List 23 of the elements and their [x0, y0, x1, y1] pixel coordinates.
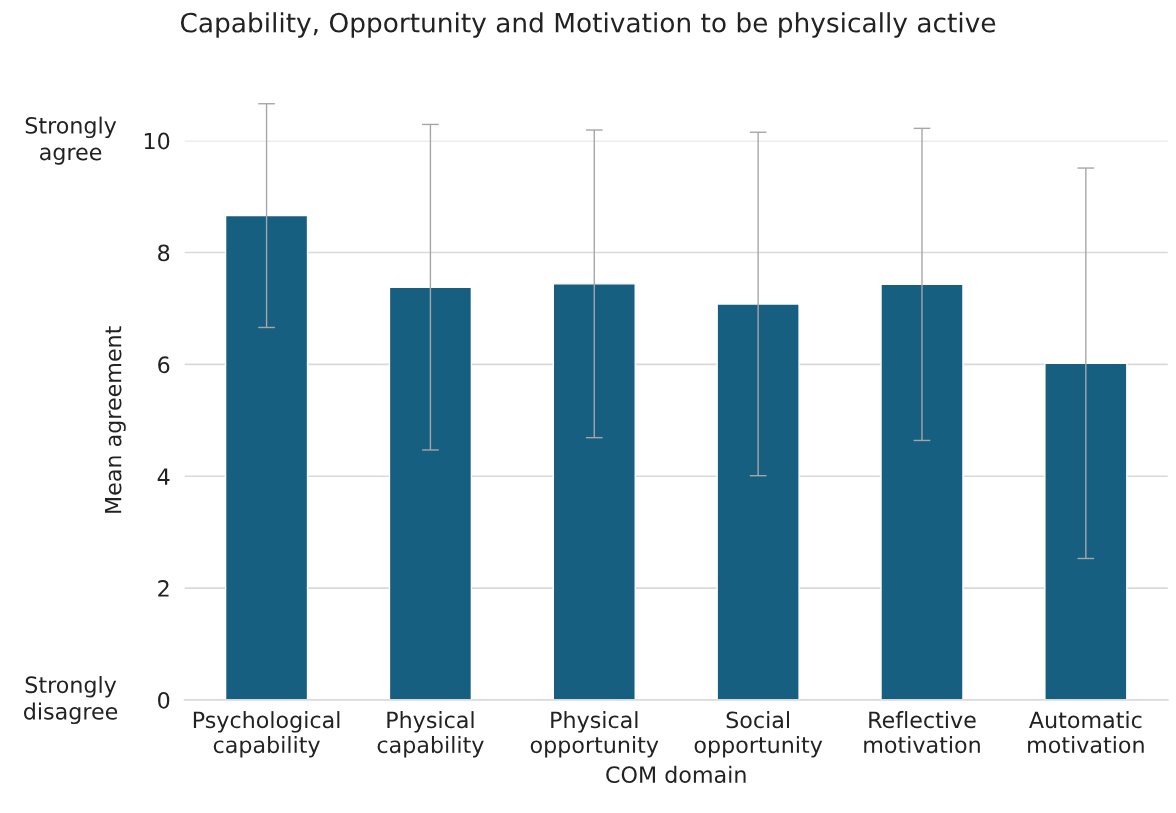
y-tick-label: 4 [157, 468, 170, 485]
chart-title: Capability, Opportunity and Motivation to be physically active [180, 12, 996, 38]
y-tick-label: 6 [158, 356, 170, 374]
y-axis-title: Mean agreement [104, 326, 126, 513]
x-axis-title: COM domain [606, 765, 746, 784]
y-tick-label: 0 [158, 691, 170, 709]
bar [880, 283, 964, 700]
bar [1044, 362, 1128, 700]
x-tick-label: Physical opportunity [530, 711, 659, 758]
y-tick-label: 8 [158, 244, 170, 262]
text: Strongly disagree [24, 675, 118, 725]
x-tick-label: Social opportunity [694, 711, 823, 758]
bar [716, 303, 800, 700]
x-tick-label: Psychological capability [193, 711, 340, 758]
bar [224, 214, 309, 700]
bar [552, 283, 636, 700]
text: Strongly agree [25, 116, 117, 165]
y-tick-label: 2 [158, 580, 169, 597]
x-tick-label: Automatic motivation [1028, 711, 1144, 754]
x-tick-label: Reflective motivation [864, 711, 980, 754]
bar [388, 286, 473, 700]
x-tick-label: Physical capability [377, 711, 484, 758]
y-tick-label: 10 [144, 132, 170, 150]
